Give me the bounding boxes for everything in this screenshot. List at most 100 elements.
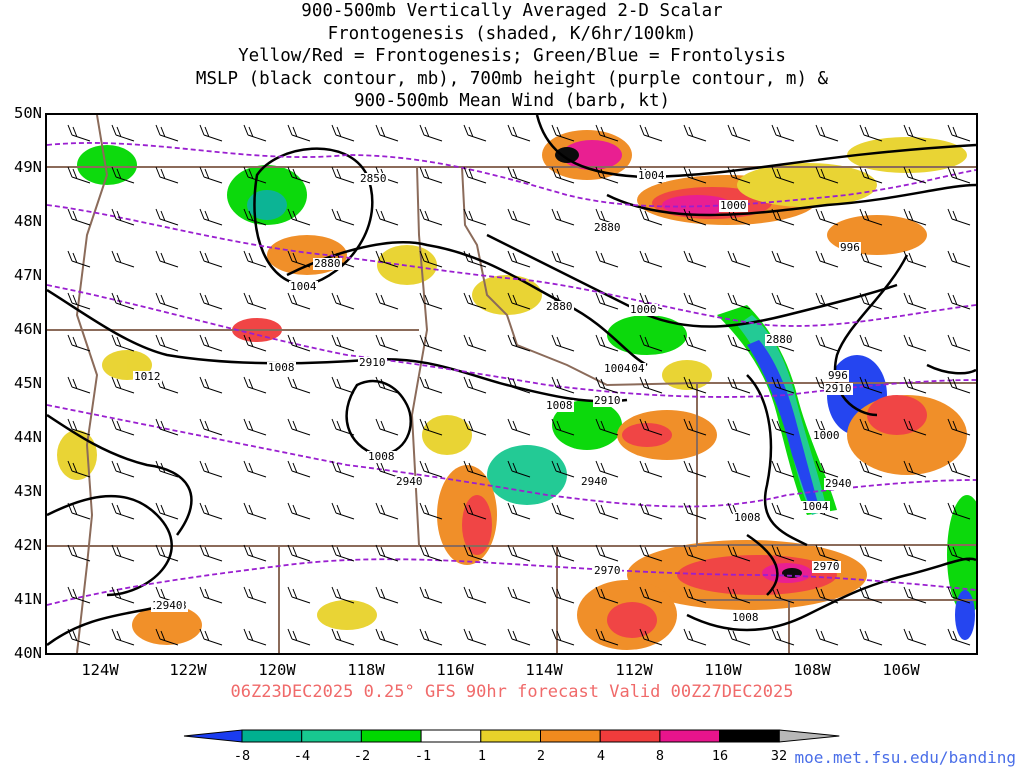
wind-barb (375, 250, 399, 268)
wind-barb (419, 628, 443, 646)
wind-barb (947, 586, 971, 604)
wind-barb (419, 208, 443, 226)
wind-barb (727, 376, 751, 394)
lat-label: 49N (14, 158, 42, 176)
wind-barb (859, 628, 883, 646)
mslp-label: 1008 (731, 611, 760, 624)
wind-barb (375, 376, 399, 394)
wind-barb (551, 166, 575, 184)
wind-barb (287, 544, 311, 562)
wind-barb (683, 208, 707, 226)
wind-barb (947, 502, 971, 520)
wind-barb (375, 208, 399, 226)
title-line-3: Yellow/Red = Frontogenesis; Green/Blue =… (238, 46, 786, 66)
wind-barb (243, 418, 267, 436)
wind-barb (375, 418, 399, 436)
wind-barb (859, 166, 883, 184)
wind-barb (331, 418, 355, 436)
wind-barb (199, 292, 223, 310)
wind-barb (639, 334, 663, 352)
lon-label: 110W (704, 661, 742, 679)
wind-barb (551, 250, 575, 268)
wind-barb (111, 628, 135, 646)
mslp-label: 1004 (637, 169, 666, 182)
title-line-5: 900-500mb Mean Wind (barb, kt) (353, 91, 671, 111)
wind-barb (551, 628, 575, 646)
wind-barb (111, 544, 135, 562)
colorbar-end-low (183, 729, 243, 743)
wind-barb (243, 586, 267, 604)
wind-barb (639, 124, 663, 142)
wind-barb (595, 460, 619, 478)
wind-barb (727, 628, 751, 646)
wind-barb (639, 502, 663, 520)
wind-barbs (67, 124, 971, 646)
wind-barb (727, 334, 751, 352)
wind-barb (771, 208, 795, 226)
wind-barb (551, 208, 575, 226)
lat-label: 42N (14, 536, 42, 554)
wind-barb (375, 460, 399, 478)
colorbar-swatch (719, 729, 780, 743)
wind-barb (815, 628, 839, 646)
wind-barb (639, 208, 663, 226)
wind-barb (111, 208, 135, 226)
mslp-label: 1008 (367, 450, 396, 463)
wind-barb (287, 250, 311, 268)
wind-barb (331, 628, 355, 646)
wind-barb (243, 334, 267, 352)
wind-barb (287, 376, 311, 394)
wind-barb (67, 208, 91, 226)
wind-barb (287, 292, 311, 310)
wind-barb (683, 166, 707, 184)
wind-barb (463, 544, 487, 562)
mslp-label: 1008 (267, 361, 296, 374)
wind-barb (727, 586, 751, 604)
wind-barb (815, 460, 839, 478)
height-label: 2880 (313, 257, 342, 270)
wind-barb (947, 250, 971, 268)
wind-barb (507, 334, 531, 352)
height-label: 2970 (593, 564, 622, 577)
wind-barb (903, 460, 927, 478)
wind-barb (243, 628, 267, 646)
wind-barb (155, 460, 179, 478)
wind-barb (683, 334, 707, 352)
wind-barb (683, 586, 707, 604)
wind-barb (419, 544, 443, 562)
wind-barb (507, 208, 531, 226)
wind-barb (419, 502, 443, 520)
wind-barb (639, 628, 663, 646)
wind-barb (155, 544, 179, 562)
colorbar-label: 8 (655, 748, 665, 764)
wind-barb (947, 376, 971, 394)
wind-barb (727, 166, 751, 184)
wind-barb (375, 628, 399, 646)
wind-barb (287, 628, 311, 646)
wind-barb (639, 586, 663, 604)
wind-barb (463, 334, 487, 352)
wind-barb (551, 460, 575, 478)
wind-barb (287, 208, 311, 226)
wind-barb (771, 376, 795, 394)
wind-barb (947, 418, 971, 436)
wind-barb (903, 334, 927, 352)
wind-barb (155, 418, 179, 436)
wind-barb (947, 208, 971, 226)
wind-barb (595, 502, 619, 520)
wind-barb (155, 292, 179, 310)
wind-barb (199, 124, 223, 142)
wind-barb (287, 124, 311, 142)
wind-barb (551, 124, 575, 142)
wind-barb (815, 544, 839, 562)
mslp-label: 1000 (719, 199, 748, 212)
wind-barb (595, 376, 619, 394)
credit-link[interactable]: moe.met.fsu.edu/banding (794, 748, 1016, 767)
wind-barb (771, 292, 795, 310)
wind-barb (771, 628, 795, 646)
wind-barb (595, 292, 619, 310)
mslp-contours (47, 115, 976, 647)
wind-barb (551, 334, 575, 352)
wind-barb (727, 460, 751, 478)
wind-barb (771, 544, 795, 562)
